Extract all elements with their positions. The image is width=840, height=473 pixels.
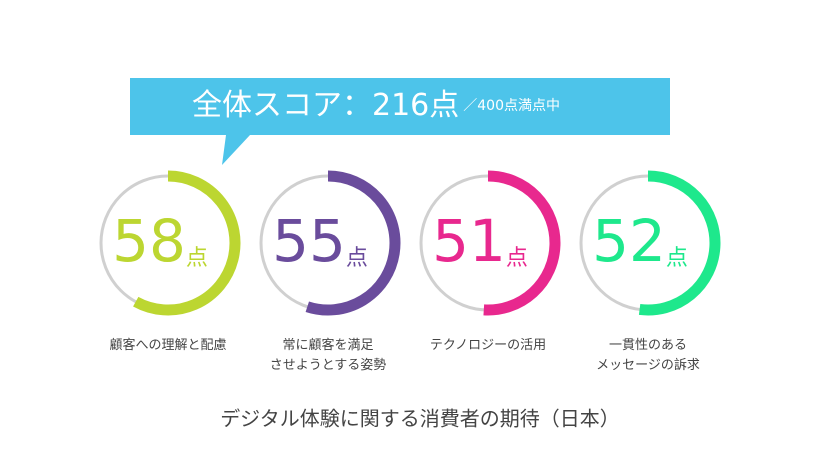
value-unit: 点	[666, 246, 688, 271]
category-label: テクノロジーの活用	[429, 338, 547, 353]
gauge-arc	[305, 170, 401, 316]
category-label: 一貫性のある メッセージの訴求	[596, 338, 700, 373]
gauge-value: 52点	[592, 207, 688, 275]
banner-score: 全体スコア：216点	[192, 88, 459, 123]
gauge-value: 58点	[112, 207, 208, 275]
gauge-value: 55点	[272, 207, 368, 275]
chart-title: デジタル体験に関する消費者の期待（日本）	[220, 407, 620, 431]
value-number: 55	[272, 207, 346, 275]
value-number: 51	[432, 207, 506, 275]
banner-note: ／400点満点中	[463, 98, 560, 114]
banner	[130, 78, 670, 165]
value-number: 52	[592, 207, 666, 275]
value-unit: 点	[346, 246, 368, 271]
category-label: 顧客への理解と配慮	[109, 338, 227, 353]
gauge-value: 51点	[432, 207, 528, 275]
value-number: 58	[112, 207, 186, 275]
value-unit: 点	[506, 246, 528, 271]
value-unit: 点	[186, 246, 208, 271]
gauge-arc	[638, 170, 721, 316]
banner-title: 全体スコア：216点 ／400点満点中	[192, 88, 560, 123]
gauge-arc	[483, 170, 561, 316]
gauge-arc	[133, 170, 241, 316]
category-label: 常に顧客を満足 させようとする姿勢	[269, 338, 387, 373]
